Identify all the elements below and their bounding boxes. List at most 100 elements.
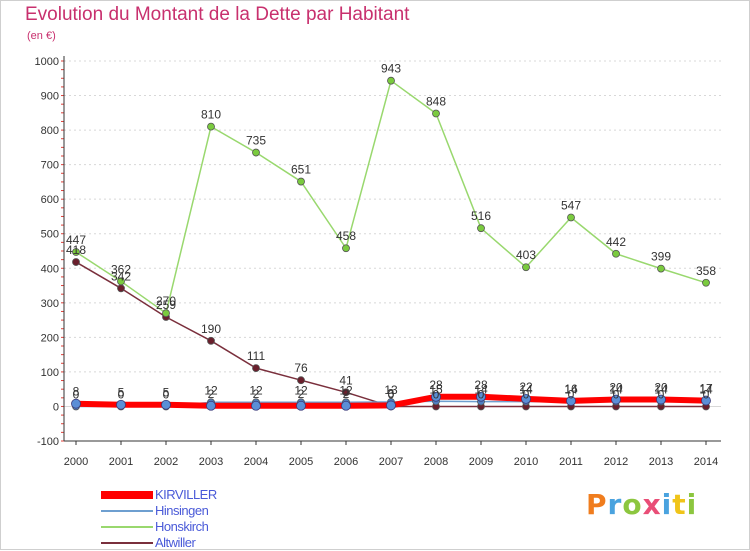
- data-label-hinsingen: 14: [609, 383, 623, 397]
- y-tick-label: -100: [37, 436, 59, 448]
- data-label-honskirch: 362: [111, 262, 131, 276]
- data-label-altwiller: 0: [658, 387, 665, 401]
- y-tick-label: 100: [41, 367, 59, 379]
- data-point-honskirch: [567, 213, 575, 222]
- data-point-altwiller: [342, 388, 350, 397]
- data-label-hinsingen: 15: [429, 382, 443, 396]
- data-point-kirviller: [206, 400, 216, 411]
- data-label-kirviller: 2: [253, 387, 260, 401]
- data-label-hinsingen: 14: [519, 383, 533, 397]
- x-tick-label: 2013: [649, 456, 673, 468]
- data-point-kirviller: [251, 400, 261, 411]
- logo-letter: P: [586, 488, 608, 521]
- data-label-altwiller: 0: [568, 387, 575, 401]
- data-label-hinsingen: 14: [654, 383, 668, 397]
- data-point-honskirch: [477, 224, 485, 233]
- data-point-altwiller: [72, 258, 80, 266]
- logo-letter: t: [672, 488, 687, 521]
- data-point-honskirch: [702, 278, 710, 287]
- data-label-altwiller: 0: [433, 387, 440, 401]
- data-label-honskirch: 458: [336, 229, 356, 243]
- legend-label: Honskirch: [155, 519, 209, 534]
- data-point-kirviller: [71, 398, 81, 409]
- data-label-kirviller: 5: [118, 386, 125, 400]
- data-label-altwiller: 0: [388, 387, 395, 401]
- x-tick-label: 2010: [514, 456, 538, 468]
- data-point-kirviller: [566, 396, 576, 406]
- data-label-kirviller: 2: [298, 387, 305, 401]
- data-point-kirviller: [521, 393, 531, 404]
- legend-swatch: [101, 542, 153, 544]
- data-point-honskirch: [612, 249, 620, 258]
- data-label-hinsingen: 12: [249, 383, 263, 397]
- data-label-honskirch: 848: [426, 95, 446, 109]
- data-label-altwiller: 111: [247, 349, 266, 363]
- data-label-honskirch: 651: [291, 163, 311, 177]
- y-tick-label: 400: [41, 263, 59, 275]
- legend-swatch: [101, 526, 153, 528]
- data-label-altwiller: 0: [613, 387, 620, 401]
- data-point-honskirch: [207, 122, 215, 131]
- data-label-honskirch: 447: [66, 233, 86, 247]
- legend-label: KIRVILLER: [155, 487, 217, 502]
- data-label-hinsingen: 0: [118, 387, 125, 401]
- y-tick-label: 0: [53, 401, 59, 413]
- data-point-honskirch: [297, 177, 305, 186]
- data-point-honskirch: [162, 309, 170, 318]
- data-point-honskirch: [252, 148, 260, 157]
- legend-swatch: [101, 491, 153, 499]
- x-tick-label: 2000: [64, 456, 88, 468]
- y-tick-label: 300: [41, 298, 59, 310]
- data-label-kirviller: 28: [429, 378, 443, 392]
- data-label-altwiller: 190: [201, 322, 221, 336]
- data-label-altwiller: 0: [523, 387, 530, 401]
- data-point-altwiller: [297, 376, 305, 385]
- data-point-kirviller: [386, 400, 396, 411]
- data-label-hinsingen: 14: [564, 383, 578, 397]
- data-point-honskirch: [657, 264, 665, 273]
- data-label-hinsingen: 12: [204, 383, 218, 397]
- data-label-altwiller: 41: [339, 373, 353, 387]
- data-label-hinsingen: 12: [294, 383, 308, 397]
- data-label-altwiller: 0: [703, 387, 710, 401]
- data-point-honskirch: [342, 244, 350, 253]
- data-point-kirviller: [161, 399, 171, 410]
- data-label-kirviller: 22: [519, 380, 533, 394]
- data-label-kirviller: 2: [343, 387, 350, 401]
- x-tick-label: 2012: [604, 456, 628, 468]
- data-label-kirviller: 20: [609, 381, 623, 395]
- chart-title: Evolution du Montant de la Dette par Hab…: [25, 4, 410, 25]
- data-label-honskirch: 442: [606, 235, 626, 249]
- data-label-hinsingen: 12: [339, 383, 353, 397]
- data-label-honskirch: 735: [246, 134, 266, 148]
- data-label-honskirch: 810: [201, 108, 221, 122]
- y-tick-label: 900: [41, 91, 59, 103]
- data-label-kirviller: 17: [699, 382, 713, 396]
- data-label-kirviller: 2: [208, 387, 215, 401]
- data-label-honskirch: 516: [471, 209, 491, 223]
- legend-label: Altwiller: [155, 535, 196, 550]
- proxiti-logo: Proxiti: [586, 488, 697, 521]
- data-point-kirviller: [476, 391, 486, 402]
- data-point-honskirch: [117, 277, 125, 286]
- y-tick-label: 1000: [35, 56, 59, 68]
- data-point-kirviller: [701, 395, 711, 406]
- data-label-hinsingen: 0: [163, 387, 170, 401]
- data-label-honskirch: 403: [516, 248, 536, 262]
- x-tick-label: 2007: [379, 456, 403, 468]
- x-tick-label: 2011: [559, 456, 583, 468]
- data-label-hinsingen: 14: [699, 383, 713, 397]
- data-label-altwiller: 0: [478, 387, 485, 401]
- data-point-kirviller: [116, 399, 126, 410]
- logo-letter: i: [686, 488, 698, 521]
- data-point-honskirch: [72, 248, 80, 256]
- x-tick-label: 2002: [154, 456, 178, 468]
- logo-letter: o: [622, 488, 643, 521]
- data-point-kirviller: [656, 394, 666, 405]
- data-label-altwiller: 76: [294, 361, 308, 375]
- x-tick-label: 2005: [289, 456, 313, 468]
- data-label-altwiller: 342: [111, 269, 131, 283]
- data-label-honskirch: 358: [696, 264, 716, 278]
- x-tick-label: 2014: [694, 456, 718, 468]
